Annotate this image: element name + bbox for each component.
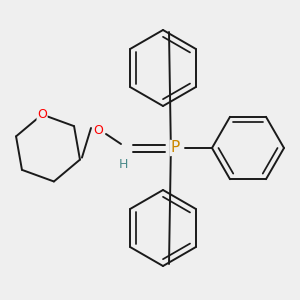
Text: O: O xyxy=(93,124,103,136)
Text: O: O xyxy=(37,108,47,121)
Text: P: P xyxy=(170,140,180,155)
Text: H: H xyxy=(118,158,128,170)
